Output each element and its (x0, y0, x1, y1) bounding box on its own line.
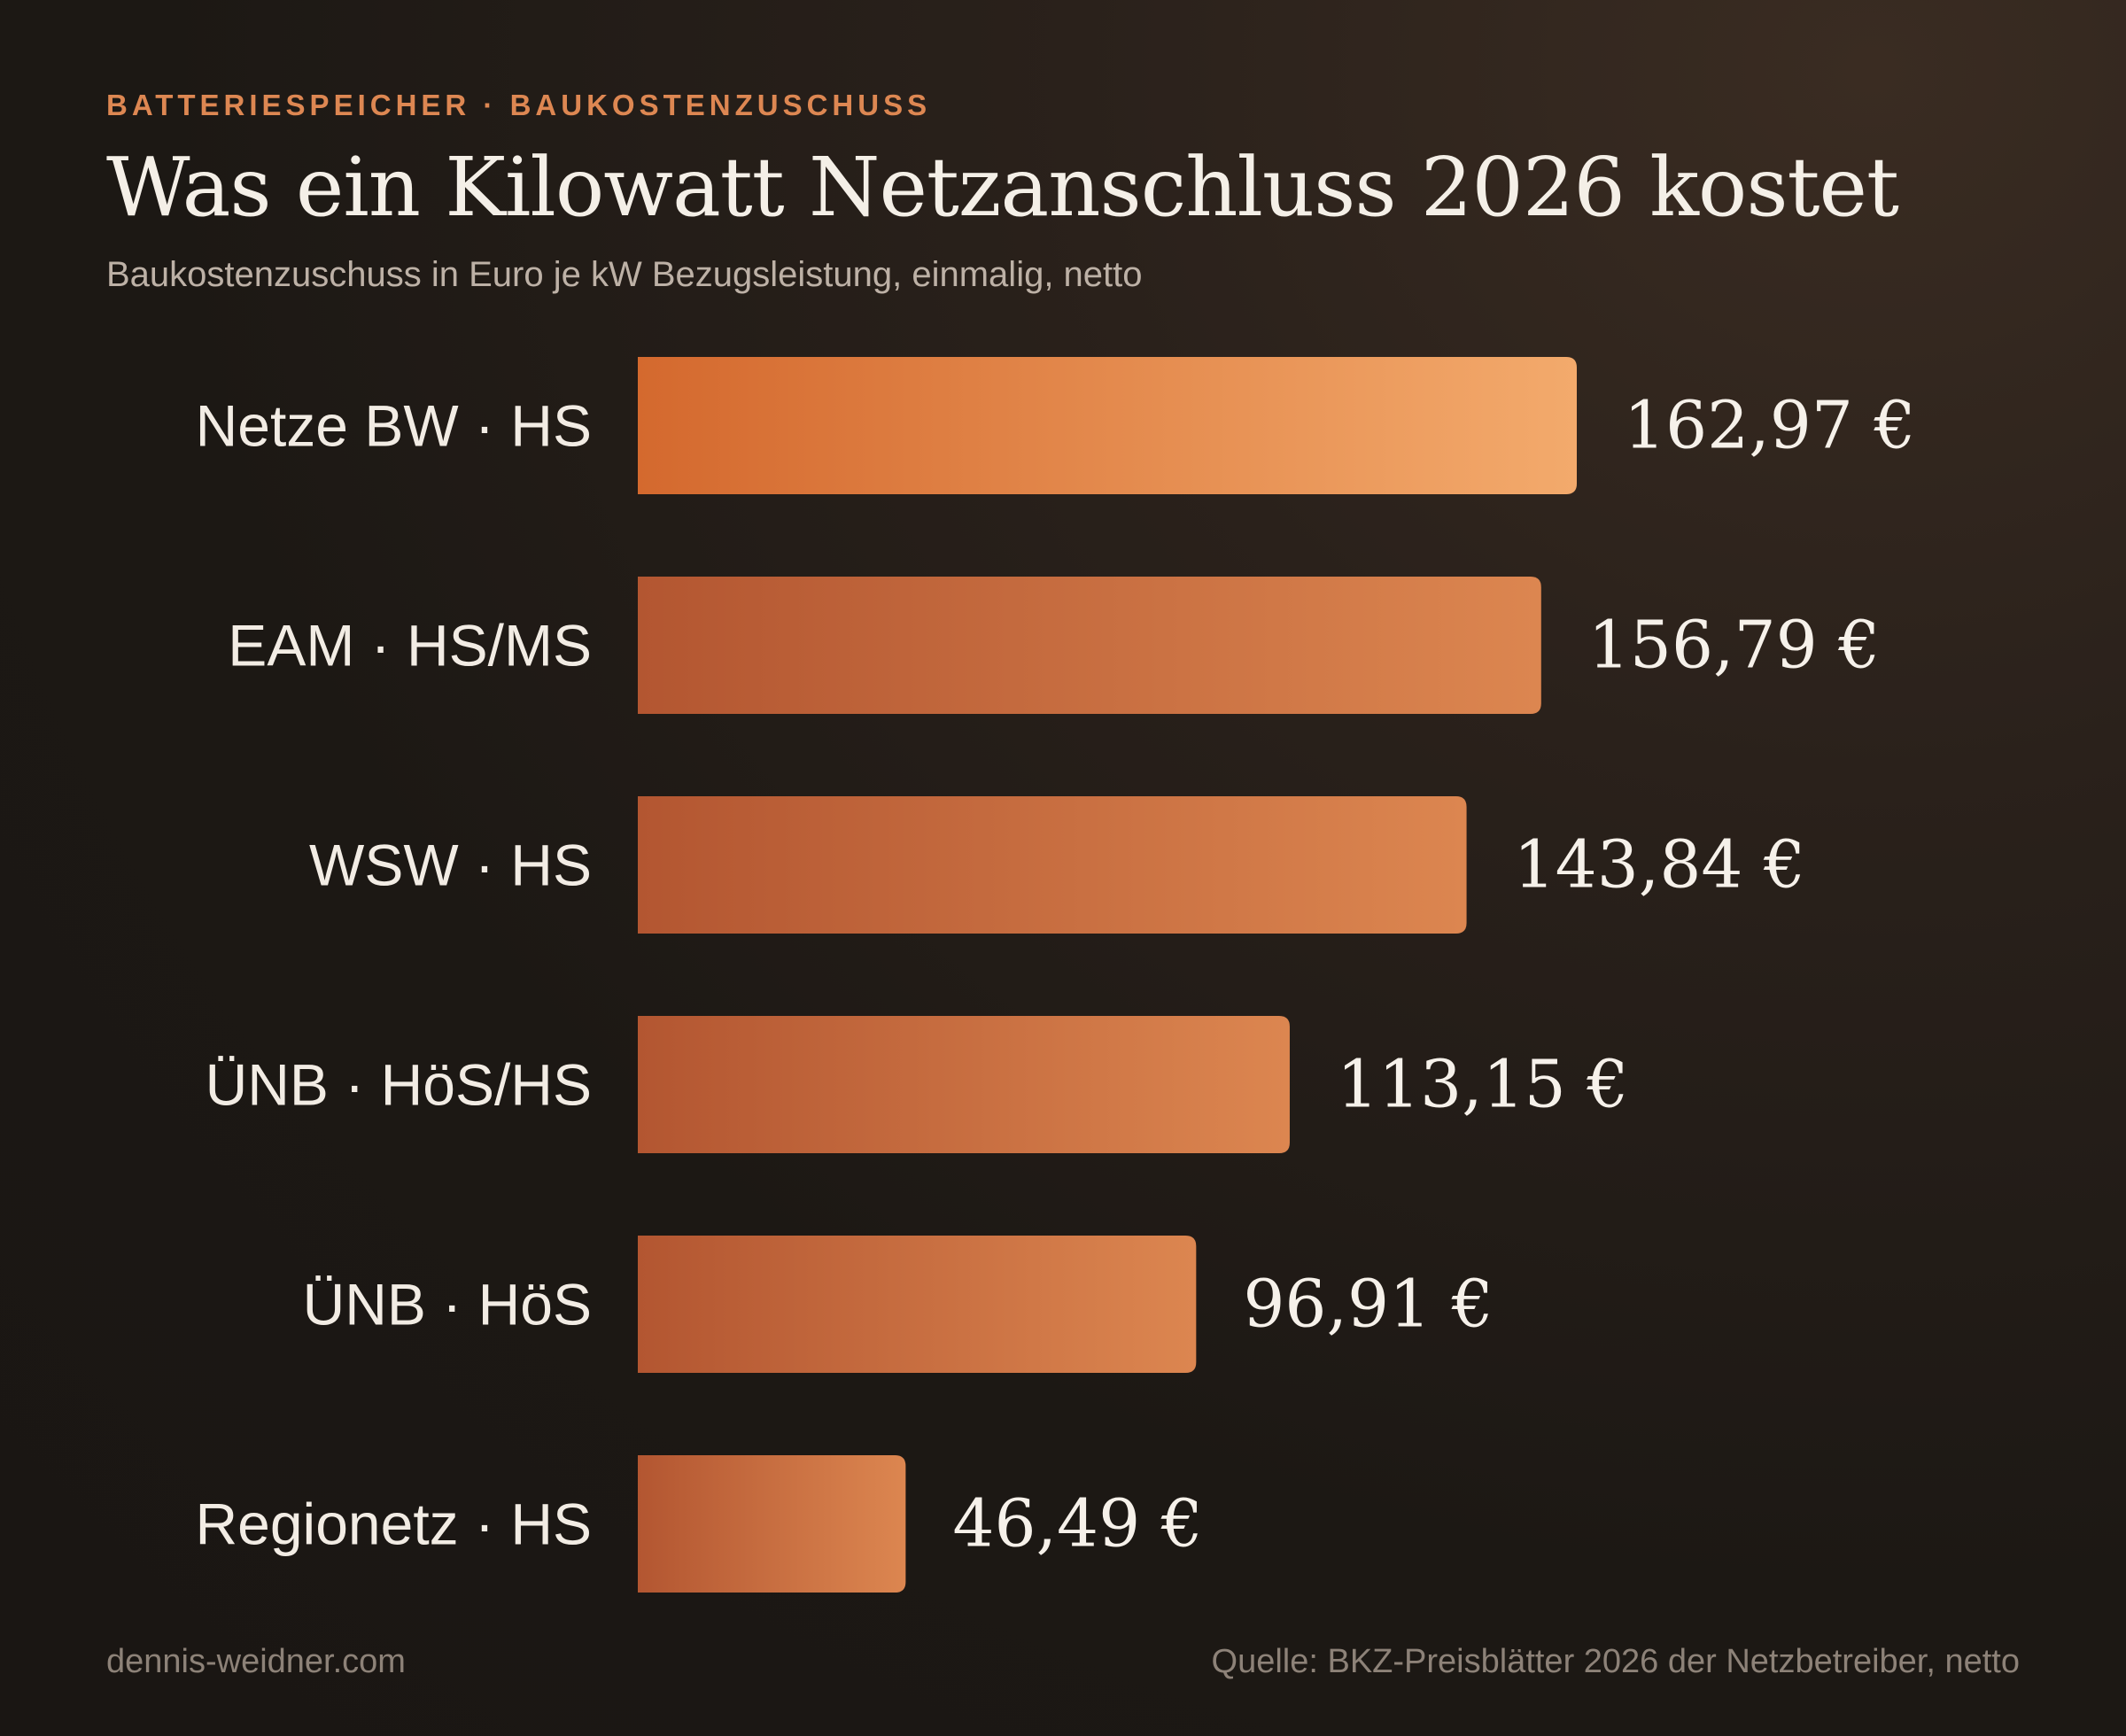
bar (638, 1455, 906, 1593)
bar-value-label: 143,84 € (1514, 827, 1806, 903)
bar-group: EAM · HS/MS 156,79 € (228, 577, 1880, 714)
bar (638, 357, 1577, 494)
bar-category-label: EAM · HS/MS (228, 613, 592, 678)
chart-eyebrow: BATTERIESPEICHER · BAUKOSTENZUSCHUSS (106, 89, 932, 121)
bar-group: ÜNB · HöS/HS 113,15 € (206, 1016, 1629, 1153)
bar-category-label: ÜNB · HöS/HS (206, 1052, 592, 1118)
bar-category-label: Regionetz · HS (195, 1492, 592, 1557)
bar (638, 796, 1467, 934)
bar-category-label: WSW · HS (309, 833, 592, 898)
bar-group: Netze BW · HS 162,97 € (196, 357, 1916, 494)
chart-title: Was ein Kilowatt Netzanschluss 2026 kost… (106, 140, 1899, 235)
bar (638, 577, 1541, 714)
bar (638, 1236, 1197, 1373)
bar-value-label: 113,15 € (1337, 1047, 1629, 1123)
footer-source: Quelle: BKZ-Preisblätter 2026 der Netzbe… (1211, 1643, 2020, 1680)
bar-category-label: ÜNB · HöS (303, 1272, 592, 1337)
bar-group: Regionetz · HS 46,49 € (195, 1455, 1203, 1593)
bar-group: ÜNB · HöS 96,91 € (303, 1236, 1494, 1373)
bar-value-label: 156,79 € (1588, 608, 1881, 684)
bar-group: WSW · HS 143,84 € (309, 796, 1805, 934)
bar-value-label: 162,97 € (1624, 388, 1916, 464)
chart-subtitle: Baukostenzuschuss in Euro je kW Bezugsle… (106, 255, 1143, 294)
bar-category-label: Netze BW · HS (196, 393, 592, 459)
bar-value-label: 96,91 € (1243, 1267, 1493, 1343)
bar-value-label: 46,49 € (952, 1486, 1202, 1562)
footer-site[interactable]: dennis-weidner.com (106, 1643, 406, 1680)
bar (638, 1016, 1290, 1153)
